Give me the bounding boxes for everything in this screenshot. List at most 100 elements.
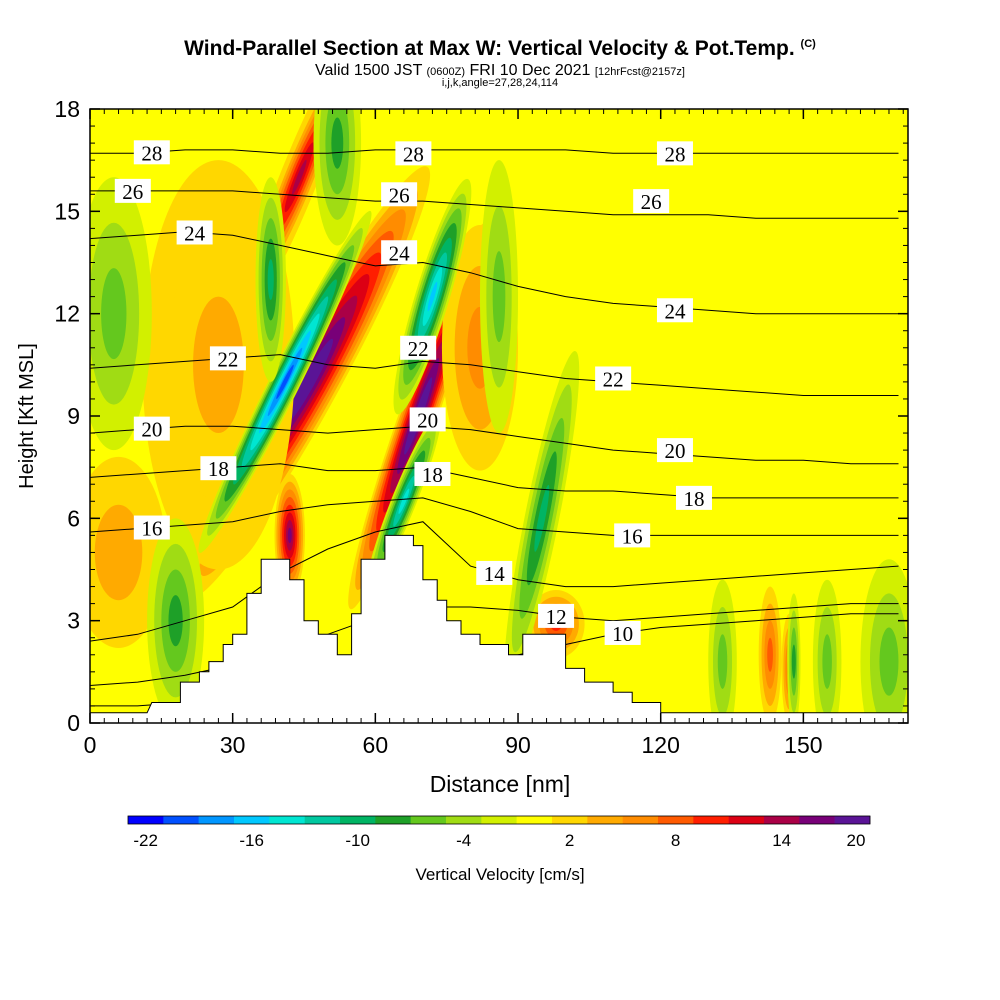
y-tick-label: 3: [67, 608, 80, 634]
colorbar-frame: [127, 815, 871, 825]
updraft-cell: [90, 456, 167, 648]
isentrope-label: 20: [656, 438, 693, 463]
isentrope-label: 24: [381, 240, 418, 265]
y-tick-label: 9: [67, 403, 80, 429]
valid-date: FRI 10 Dec 2021: [469, 62, 591, 79]
velocity-band: [879, 627, 899, 696]
isentrope-label: 24: [656, 298, 693, 323]
colorbar-swatch: [552, 816, 588, 824]
isentrope-value: 20: [141, 418, 162, 442]
isentrope-label: 26: [633, 189, 670, 214]
axes: 0 30 60 90 120 150 0 3 6 9 12 15 18: [54, 96, 908, 758]
isentrope-label: 16: [614, 523, 651, 548]
colorbar-tick-label: 20: [847, 831, 866, 850]
isentrope-label: 18: [414, 461, 451, 487]
velocity-band: [287, 527, 292, 544]
colorbar-swatch: [622, 816, 659, 824]
label-box: [675, 485, 712, 510]
label-box: [114, 178, 151, 203]
velocity-band: [94, 504, 143, 601]
velocity-band: [534, 484, 550, 552]
isentrope-value: 24: [389, 241, 411, 265]
colorbar-swatch: [128, 816, 164, 824]
downdraft-cell: [504, 351, 580, 686]
colorbar-swatch: [198, 816, 235, 824]
isentrope-16: [90, 497, 899, 536]
downdraft-cell: [708, 579, 737, 723]
x-tick-label: 150: [784, 732, 822, 758]
colorbar-swatch: [234, 816, 270, 824]
isentrope-label: 12: [538, 603, 575, 629]
label-box: [133, 416, 170, 441]
isentrope-26: [90, 190, 899, 219]
velocity-band: [767, 637, 773, 672]
colorbar-swatch: [728, 816, 765, 824]
colorbar-tick-label: -22: [133, 831, 158, 850]
downdraft-cell: [812, 579, 842, 723]
velocity-band: [398, 488, 410, 514]
label-box: [133, 515, 170, 540]
isentrope-label: 28: [395, 141, 432, 166]
label-box: [400, 335, 437, 360]
velocity-band: [791, 644, 796, 679]
downdraft-cell: [860, 559, 908, 723]
chart-title-text: Wind-Parallel Section at Max W: Vertical…: [184, 37, 795, 60]
colorbar-tick-label: -10: [345, 831, 370, 850]
colorbar-swatch: [481, 816, 517, 824]
isentrope-20: [90, 425, 899, 465]
label-box: [409, 407, 446, 432]
grid-indices: i,j,k,angle=27,28,24,114: [441, 77, 559, 89]
isentrope-label: 18: [200, 456, 237, 481]
isentrope-value: 16: [622, 524, 643, 548]
velocity-band: [296, 360, 321, 404]
updraft-cell: [758, 586, 782, 723]
isentrope-label: 10: [604, 620, 641, 646]
x-tick-label: 120: [642, 732, 680, 758]
colorbar-swatch: [764, 816, 800, 824]
y-tick-label: 0: [67, 710, 80, 736]
downdraft-cell: [147, 518, 205, 723]
label-box: [538, 603, 575, 628]
colorbar-tick-label: -16: [239, 831, 264, 850]
velocity-band: [267, 259, 274, 301]
label-box: [176, 220, 213, 245]
isentrope-value: 18: [422, 463, 443, 487]
velocity-band: [276, 364, 294, 399]
downdraft-cell: [313, 109, 362, 246]
label-box: [133, 140, 170, 165]
velocity-band: [331, 117, 344, 169]
velocity-band: [822, 634, 832, 689]
isentrope-value: 22: [217, 347, 238, 371]
x-tick-label: 30: [220, 732, 246, 758]
isentrope-value: 28: [403, 142, 424, 166]
colorbar-swatch: [375, 816, 411, 824]
velocity-band: [492, 251, 506, 343]
chart-title: Wind-Parallel Section at Max W: Vertical…: [0, 37, 1000, 61]
colorbar-swatch: [799, 816, 835, 824]
isentrope-value: 14: [484, 562, 506, 586]
downdraft-cell: [479, 160, 519, 434]
isentrope-value: 28: [664, 142, 685, 166]
x-tick-label: 60: [363, 732, 389, 758]
isentrope-value: 18: [208, 457, 229, 481]
x-axis-label: Distance [nm]: [430, 771, 571, 797]
label-box: [200, 456, 237, 481]
isentrope-value: 10: [612, 622, 633, 646]
colorbar-swatch: [340, 816, 376, 824]
colorbar-swatch: [658, 816, 694, 824]
downdraft-cell: [787, 593, 801, 723]
y-tick-label: 18: [54, 96, 80, 122]
colorbar-label: Vertical Velocity [cm/s]: [415, 865, 584, 884]
isentrope-value: 24: [664, 299, 686, 323]
colorbar: -22 -16 -10 -4 2 8 14 20: [127, 815, 871, 850]
isentrope-label: 22: [209, 346, 246, 371]
colorbar-swatch: [163, 816, 199, 824]
y-tick-label: 12: [54, 301, 80, 327]
velocity-band: [717, 634, 728, 689]
isentrope-value: 28: [141, 141, 162, 165]
x-tick-label: 90: [505, 732, 531, 758]
valid-time: Valid 1500 JST: [315, 62, 423, 79]
label-box: [656, 141, 693, 166]
